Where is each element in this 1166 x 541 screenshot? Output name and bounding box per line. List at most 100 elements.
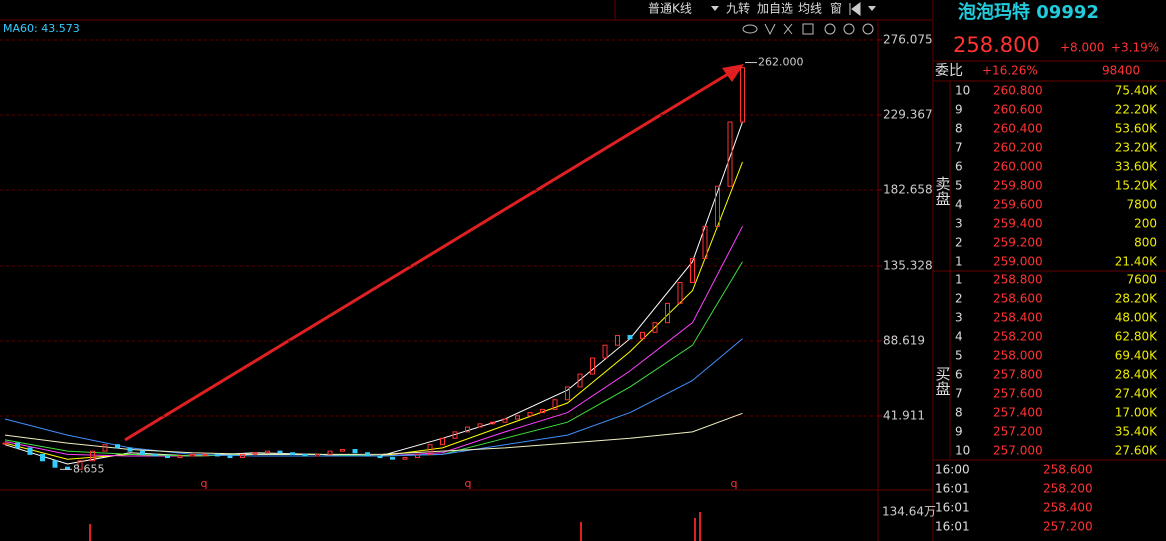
level: 1 [955, 273, 963, 287]
candle [240, 453, 245, 459]
candle [15, 442, 20, 449]
level: 1 [955, 255, 963, 269]
candle [415, 453, 420, 459]
candle [177, 455, 183, 459]
bid-price: 257.400 [993, 406, 1043, 420]
bid-price: 259.400 [993, 217, 1043, 231]
volume-bar [694, 518, 696, 541]
chart-tools[interactable] [742, 23, 874, 36]
arrow-head [722, 64, 744, 82]
zoom-out[interactable] [824, 23, 836, 35]
candle [402, 457, 408, 460]
period-marker: q [465, 477, 472, 490]
trade-price: 258.200 [1043, 482, 1093, 496]
candle [577, 373, 583, 388]
candle [152, 453, 158, 457]
bid-volume: 35.40K [1115, 425, 1158, 439]
bid-price: 259.200 [993, 236, 1043, 250]
dropdown-icon[interactable] [868, 6, 876, 11]
buy-label: 买盘 [934, 366, 952, 396]
candle [77, 460, 83, 470]
candle [590, 357, 595, 375]
dropdown-icon[interactable] [711, 6, 719, 11]
trade-time: 16:01 [935, 520, 970, 534]
bid-price: 260.600 [993, 103, 1043, 117]
bid-price: 257.600 [993, 387, 1043, 401]
candle [565, 386, 570, 401]
bid-price: 259.000 [993, 255, 1043, 269]
period-marker: q [201, 477, 208, 490]
high-label: 262.000 [758, 56, 804, 69]
toolbar-icon[interactable] [849, 2, 861, 16]
candle [290, 452, 295, 455]
ratio: +16.26% [982, 64, 1038, 78]
toolbar-button[interactable]: 九转 [726, 1, 750, 16]
candle [165, 455, 170, 459]
kline-mode[interactable]: 普通K线 [648, 2, 692, 16]
toolbar-button[interactable]: 窗 [830, 2, 842, 16]
bid-volume: 800 [1134, 236, 1157, 250]
level: 10 [955, 444, 970, 458]
bid-price: 258.000 [993, 349, 1043, 363]
level: 6 [955, 160, 963, 174]
y-tick-label: 135.328 [883, 258, 933, 272]
candle [27, 447, 33, 455]
bid-volume: 17.00K [1115, 406, 1158, 420]
ratio-diff: 98400 [1102, 64, 1140, 78]
level: 8 [955, 406, 963, 420]
change: +8.000 [1060, 41, 1104, 55]
volume-bar [580, 522, 582, 541]
level: 2 [955, 236, 963, 250]
level: 8 [955, 122, 963, 136]
level: 4 [955, 330, 963, 344]
bid-price: 260.000 [993, 160, 1043, 174]
mark-icon[interactable] [764, 23, 776, 36]
bid-price: 257.800 [993, 368, 1043, 382]
trade-time: 16:01 [935, 482, 970, 496]
y-tick-label: 229.367 [883, 107, 933, 121]
candle [640, 331, 645, 340]
bid-price: 258.200 [993, 330, 1043, 344]
candle [202, 453, 208, 456]
candle [190, 453, 195, 457]
volume-tick: 134.64万 [882, 505, 936, 519]
cut-icon[interactable] [783, 23, 793, 35]
indicator-label: MA60: 43.573 [3, 22, 80, 35]
candle [227, 455, 233, 459]
bid-volume: 7600 [1126, 273, 1157, 287]
level: 5 [955, 349, 963, 363]
bid-price: 260.800 [993, 84, 1043, 98]
candle [452, 431, 458, 439]
candle [340, 449, 345, 452]
last-price: 258.800 [953, 33, 1040, 57]
trend-arrow [124, 72, 729, 442]
level: 3 [955, 311, 963, 325]
candle [352, 449, 358, 454]
candle [652, 322, 658, 333]
trade-price: 258.400 [1043, 501, 1093, 515]
candle [390, 457, 395, 460]
bid-volume: 62.80K [1115, 330, 1158, 344]
level: 5 [955, 179, 963, 193]
candle [215, 453, 220, 457]
bid-volume: 28.20K [1115, 292, 1158, 306]
bid-volume: 48.00K [1115, 311, 1158, 325]
candle [552, 399, 558, 410]
candle [115, 444, 120, 449]
candle [490, 421, 495, 425]
toolbar-button[interactable]: 加自选 [757, 2, 793, 16]
zoom-in[interactable] [843, 23, 855, 35]
eye-icon[interactable] [742, 24, 758, 34]
toolbar-button[interactable]: 均线 [798, 2, 822, 16]
trade-price: 258.600 [1043, 463, 1093, 477]
bid-volume: 21.40K [1115, 255, 1158, 269]
candle [502, 418, 508, 423]
candle [427, 444, 433, 455]
zoom-reset[interactable] [862, 23, 874, 35]
bid-volume: 15.20K [1115, 179, 1158, 193]
delete-icon[interactable] [802, 23, 814, 35]
candle [2, 442, 8, 445]
candle [527, 412, 533, 417]
change-pct: +3.19% [1111, 41, 1159, 55]
level: 6 [955, 368, 963, 382]
